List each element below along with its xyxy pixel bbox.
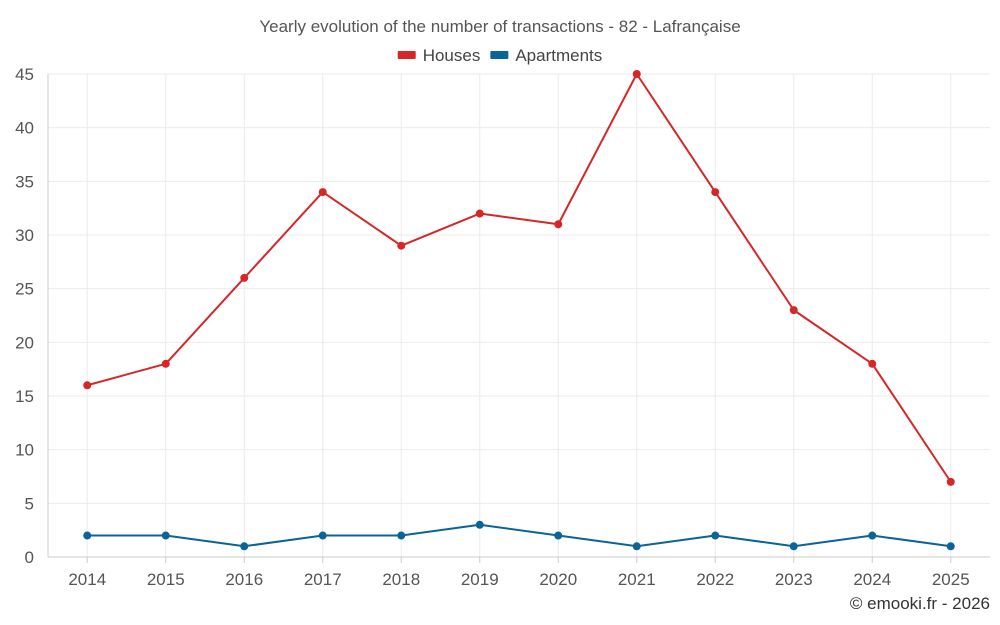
footer-credit: © emooki.fr - 2026	[850, 594, 990, 613]
data-point-houses	[397, 241, 406, 250]
chart-title: Yearly evolution of the number of transa…	[259, 17, 740, 36]
data-point-houses	[161, 359, 170, 368]
data-point-apartments	[475, 520, 484, 529]
data-point-houses	[240, 273, 249, 282]
series-line-houses	[86, 73, 952, 483]
legend: Houses Apartments	[397, 46, 602, 65]
data-point-houses	[632, 70, 641, 78]
data-point-apartments	[554, 531, 563, 540]
x-tick-label: 2016	[225, 570, 263, 589]
data-point-houses	[318, 188, 327, 197]
series-lines	[86, 73, 952, 548]
y-tick-label: 0	[25, 548, 34, 567]
data-point-apartments	[161, 531, 170, 540]
data-point-houses	[789, 306, 798, 315]
data-point-apartments	[789, 542, 798, 551]
x-tick-label: 2017	[304, 570, 342, 589]
series-line-apartments	[87, 523, 951, 548]
y-tick-label: 5	[25, 494, 34, 513]
x-tick-label: 2014	[68, 570, 106, 589]
data-point-houses	[83, 381, 92, 390]
x-tick-label: 2025	[932, 570, 970, 589]
y-tick-label: 10	[15, 441, 34, 460]
data-point-houses	[946, 477, 955, 486]
data-point-apartments	[946, 542, 955, 551]
data-point-houses	[475, 209, 484, 218]
x-tick-label: 2022	[696, 570, 734, 589]
data-point-apartments	[318, 531, 327, 540]
data-point-houses	[868, 359, 877, 368]
data-point-houses	[554, 220, 563, 229]
data-point-apartments	[83, 531, 92, 540]
y-tick-label: 25	[15, 280, 34, 299]
data-point-houses	[711, 188, 720, 197]
legend-swatch-apartments[interactable]	[490, 51, 509, 59]
x-tick-label: 2021	[618, 570, 656, 589]
legend-label-apartments[interactable]: Apartments	[515, 46, 602, 65]
y-tick-label: 35	[15, 172, 34, 191]
y-tick-label: 15	[15, 387, 34, 406]
x-tick-label: 2019	[461, 570, 499, 589]
y-tick-label: 20	[15, 333, 34, 352]
x-tick-label: 2020	[539, 570, 577, 589]
y-tick-label: 40	[15, 119, 34, 138]
x-tick-label: 2018	[382, 570, 420, 589]
legend-label-houses[interactable]: Houses	[423, 46, 481, 65]
data-point-apartments	[240, 542, 249, 551]
y-tick-label: 30	[15, 226, 34, 245]
x-tick-label: 2024	[853, 570, 891, 589]
data-point-apartments	[711, 531, 720, 540]
data-point-apartments	[397, 531, 406, 540]
grid-lines	[48, 73, 990, 557]
y-tick-label: 45	[15, 65, 34, 84]
data-points	[83, 70, 955, 551]
data-point-apartments	[632, 542, 641, 551]
x-tick-label: 2015	[147, 570, 185, 589]
legend-swatch-houses[interactable]	[397, 51, 416, 59]
x-tick-label: 2023	[775, 570, 813, 589]
data-point-apartments	[868, 531, 877, 540]
